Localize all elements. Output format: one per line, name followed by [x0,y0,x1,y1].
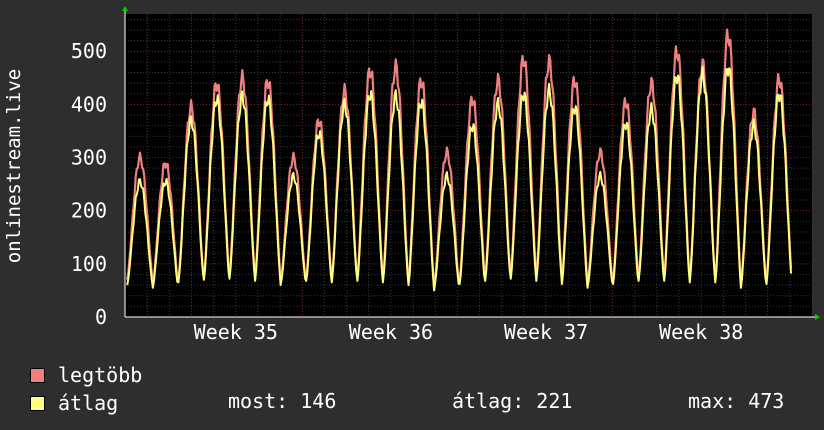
y-tick-label: 400 [71,92,107,116]
y-tick-label: 500 [71,39,107,63]
y-axis-arrow [122,6,128,11]
x-tick-label: Week 35 [194,320,278,344]
legend-label-average: átlag [58,391,119,415]
legend-swatch-max [30,367,45,383]
x-tick-labels: Week 35 Week 36 Week 37 Week 38 [194,320,744,344]
y-tick-label: 300 [71,146,107,170]
axes [122,6,820,320]
stat-average: átlag: 221 [452,389,573,413]
x-axis-arrow [815,314,820,320]
y-tick-label: 100 [71,252,107,276]
series-lines [126,28,793,292]
legend-item-max: legtöbb [30,364,142,386]
legend-label-max: legtöbb [58,363,143,387]
series-line-average [126,65,792,292]
grid [125,14,812,317]
x-tick-label: Week 38 [659,320,743,344]
stat-max: max: 473 [688,389,785,413]
y-tick-labels: 0 100 200 300 400 500 [71,39,107,329]
plot-background [125,14,812,317]
stat-current: most: 146 [228,389,337,413]
x-tick-label: Week 36 [349,320,433,344]
legend-item-average: átlag [30,392,118,414]
y-axis-label: onlinestream.live [3,69,25,263]
y-tick-label: 200 [71,199,107,223]
y-tick-label: 0 [95,305,107,329]
x-tick-label: Week 37 [504,320,588,344]
legend-swatch-average [30,395,45,411]
